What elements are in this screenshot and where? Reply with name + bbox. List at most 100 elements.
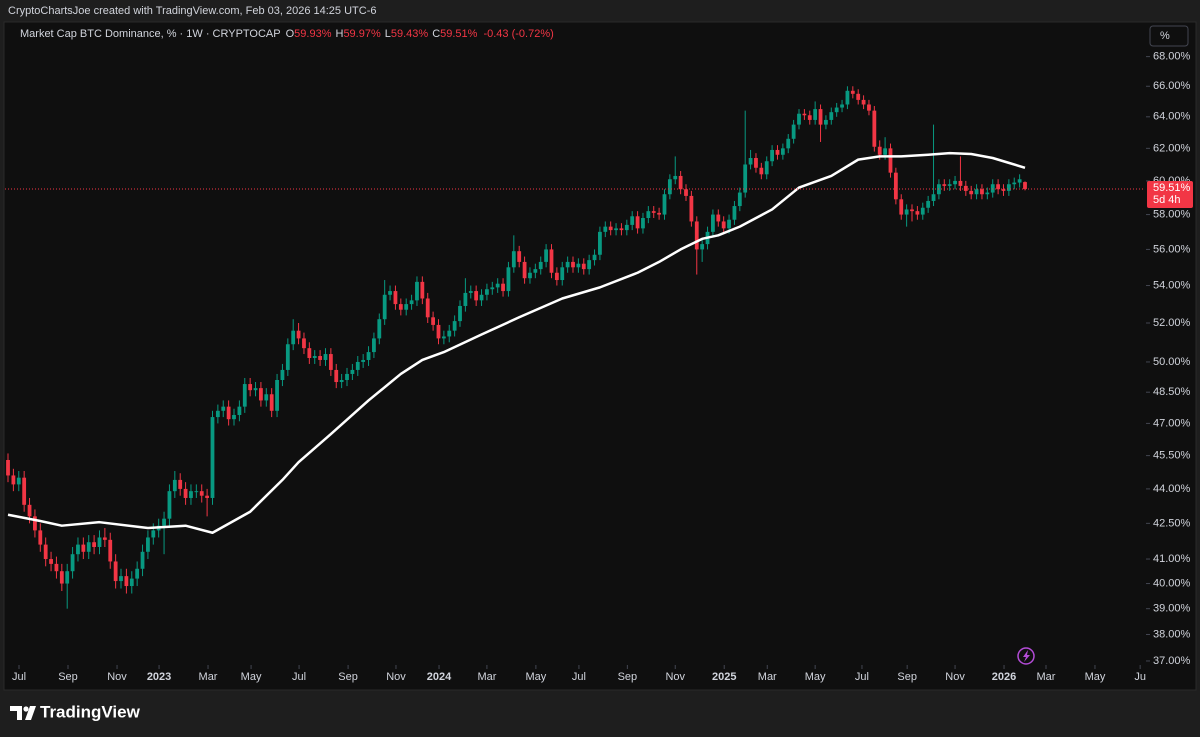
x-tick-label: May	[1085, 671, 1106, 683]
candle-body	[253, 388, 258, 391]
candle-body	[533, 269, 538, 273]
y-tick-label: 64.00%	[1153, 111, 1191, 123]
candle-body	[608, 226, 613, 231]
y-tick-label: 50.00%	[1153, 356, 1191, 368]
candle-body	[759, 167, 764, 175]
candle-body	[1023, 182, 1027, 190]
header-text: CryptoChartsJoe created with TradingView…	[8, 5, 376, 17]
ohlc-key: O	[286, 28, 295, 40]
lightning-icon[interactable]	[1017, 647, 1035, 665]
x-tick-label: Nov	[386, 671, 406, 683]
candle-body	[662, 194, 667, 215]
candle-body	[904, 209, 909, 215]
x-tick-label: Mar	[1037, 671, 1056, 683]
candle-body	[366, 352, 371, 360]
candle-body	[592, 254, 597, 261]
candle-body	[70, 554, 75, 572]
candle-body	[232, 414, 236, 420]
candle-body	[506, 267, 511, 292]
icon-bolt[interactable]	[1023, 650, 1030, 662]
candle-body	[899, 199, 904, 215]
candle-body	[280, 369, 285, 380]
ohlc-value: 59.43%	[391, 28, 429, 40]
candle-body	[22, 477, 27, 505]
candle-body	[888, 148, 893, 173]
icon-ring[interactable]	[1017, 647, 1035, 665]
candle-body	[797, 113, 801, 125]
candle-body	[151, 530, 156, 538]
candle-body	[146, 537, 150, 552]
candle-body	[135, 568, 140, 579]
candle-body	[549, 249, 554, 273]
candle-body	[377, 319, 382, 339]
candle-body	[350, 369, 355, 374]
candle-body	[436, 324, 441, 339]
candle-body	[355, 361, 360, 370]
candle-body	[409, 300, 414, 305]
candle-body	[490, 287, 495, 290]
candle-body	[43, 544, 48, 560]
candle-body	[339, 379, 344, 383]
candle-body	[544, 249, 549, 262]
candle-body	[302, 338, 306, 349]
scale-button-label[interactable]: %	[1160, 30, 1170, 42]
scale-button[interactable]	[1149, 25, 1189, 47]
candle-body	[511, 251, 516, 268]
candle-body	[65, 571, 70, 584]
x-tick-label: Jul	[12, 671, 26, 683]
candle-body	[479, 294, 484, 301]
candle-body	[528, 272, 532, 279]
y-tick-label: 47.00%	[1153, 417, 1191, 429]
candle-body	[829, 112, 834, 120]
candle-body	[915, 211, 920, 215]
brand-logo	[10, 706, 36, 720]
y-tick-label: 42.50%	[1153, 517, 1191, 529]
candle-body	[1001, 189, 1006, 191]
candle-body	[910, 209, 914, 212]
candle-body	[425, 298, 430, 318]
candle-body	[807, 115, 812, 120]
y-tick-label: 45.50%	[1153, 450, 1191, 462]
candle-body	[398, 304, 403, 310]
candle-body	[393, 291, 398, 305]
candle-body	[441, 336, 446, 339]
y-tick-label: 52.00%	[1153, 317, 1191, 329]
candle-body	[624, 224, 629, 231]
candle-body	[59, 571, 64, 584]
candle-body	[673, 175, 678, 180]
candle-body	[312, 356, 317, 358]
candle-body	[727, 219, 731, 229]
candle-body	[883, 148, 888, 155]
candle-body	[86, 542, 91, 552]
candle-body	[49, 559, 53, 564]
candle-body	[328, 354, 333, 370]
candle-body	[953, 180, 957, 185]
candle-body	[215, 410, 220, 418]
candle-body	[102, 537, 107, 540]
logo-shape	[10, 706, 22, 720]
candle-body	[834, 107, 839, 113]
y-tick-label: 39.00%	[1153, 603, 1191, 615]
candle-body	[716, 214, 721, 222]
candles	[6, 86, 1027, 609]
candle-body	[1012, 182, 1017, 185]
candle-body	[189, 491, 193, 498]
x-tick-label: Sep	[618, 671, 638, 683]
x-tick-label: 2025	[712, 671, 736, 683]
ohlc-value: 59.97%	[343, 28, 381, 40]
last-price-box	[1147, 181, 1193, 209]
candle-body	[382, 294, 387, 320]
y-tick-label: 66.00%	[1153, 80, 1191, 92]
candle-body	[748, 158, 753, 165]
candle-body	[619, 228, 624, 231]
candle-body	[678, 175, 683, 190]
candle-body	[269, 394, 274, 411]
candle-body	[990, 184, 995, 193]
candle-body	[199, 491, 204, 496]
candle-body	[764, 161, 769, 175]
candle-body	[172, 479, 177, 492]
candle-body	[920, 207, 925, 215]
candle-body	[431, 317, 436, 325]
candle-body	[463, 292, 468, 306]
candle-body	[877, 146, 882, 155]
